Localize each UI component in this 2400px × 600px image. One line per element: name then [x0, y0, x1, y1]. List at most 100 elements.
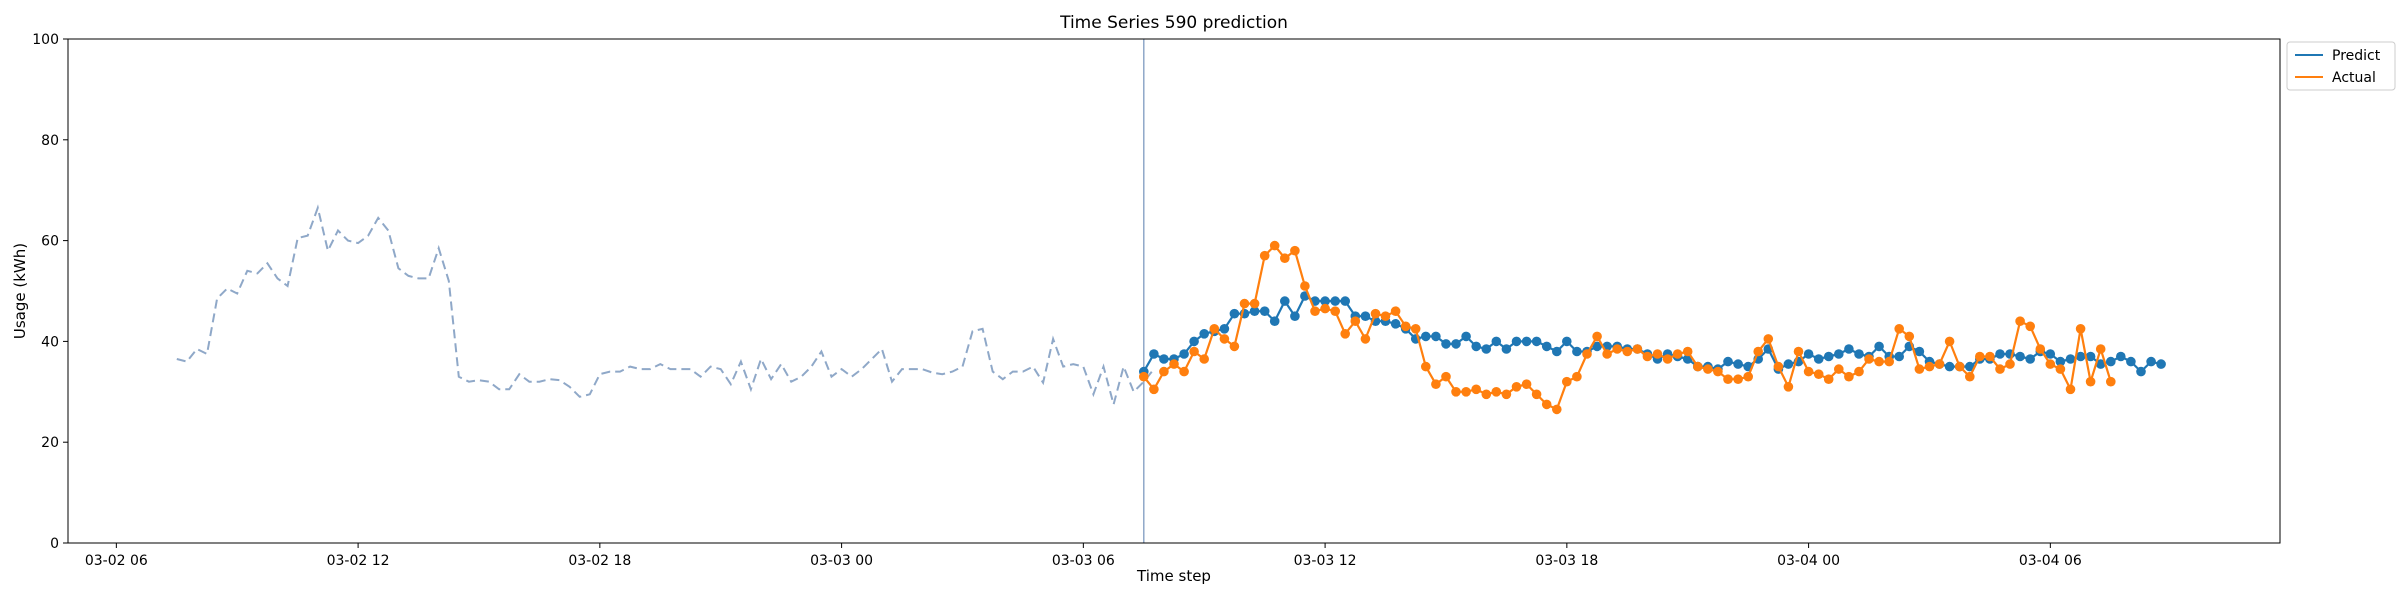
x-axis-label: Time step: [1136, 567, 1211, 585]
actual-point: [1531, 389, 1542, 400]
actual-point: [1541, 399, 1552, 410]
actual-point: [1914, 364, 1925, 374]
actual-point: [1280, 253, 1290, 263]
actual-point: [1874, 356, 1884, 367]
predict-point: [1803, 349, 1814, 359]
actual-point: [1773, 361, 1784, 372]
actual-point: [1854, 366, 1864, 377]
actual-point: [1864, 354, 1874, 364]
predict-point: [1451, 339, 1461, 349]
actual-point: [1985, 351, 1995, 362]
legend-actual-label: Actual: [2332, 70, 2376, 86]
actual-point: [2025, 321, 2035, 332]
actual-point: [1965, 371, 1975, 382]
predict-point: [2156, 359, 2166, 369]
actual-point: [1159, 366, 1169, 377]
actual-point: [1844, 371, 1854, 382]
actual-point: [1582, 349, 1592, 359]
actual-point: [1300, 281, 1310, 291]
predict-point: [2095, 359, 2106, 369]
predict-point: [1320, 296, 1330, 306]
x-tick-label: 03-03 18: [1535, 553, 1598, 569]
predict-point: [1592, 341, 1602, 352]
actual-point: [1813, 369, 1824, 380]
actual-point: [1823, 374, 1834, 385]
actual-point: [1783, 382, 1794, 392]
actual-point: [1390, 306, 1401, 317]
predict-point: [1259, 306, 1270, 317]
actual-point: [1884, 356, 1894, 367]
predict-point: [1834, 349, 1844, 359]
legend-predict-label: Predict: [2332, 48, 2381, 64]
actual-point: [1894, 324, 1904, 334]
actual-point: [1219, 334, 1230, 344]
actual-point: [1672, 349, 1683, 359]
actual-point: [1290, 245, 1300, 256]
predict-point: [1823, 351, 1834, 362]
actual-point: [1632, 344, 1643, 354]
predict-point: [1390, 319, 1401, 329]
predict-point: [1471, 341, 1481, 352]
y-axis: 0 20 40 60 80 100: [32, 32, 68, 552]
actual-point: [1451, 387, 1461, 397]
predict-point: [1330, 296, 1340, 306]
actual-point: [1934, 359, 1945, 369]
actual-point: [1682, 346, 1693, 357]
predict-point: [1531, 336, 1542, 347]
predict-point: [1572, 346, 1582, 357]
actual-point: [1834, 364, 1844, 374]
actual-point: [2005, 359, 2015, 369]
actual-point: [1511, 382, 1522, 392]
chart-title: Time Series 590 prediction: [1059, 13, 1288, 33]
actual-point: [1380, 311, 1391, 322]
actual-point: [1501, 389, 1512, 400]
actual-point: [1471, 384, 1481, 395]
actual-point: [1259, 250, 1270, 261]
x-tick-label: 03-02 12: [327, 553, 390, 569]
actual-point: [1703, 364, 1713, 374]
actual-point: [2055, 364, 2066, 374]
y-tick-label: 60: [41, 234, 59, 250]
x-tick-label: 03-03 00: [810, 553, 873, 569]
actual-point: [1491, 387, 1502, 397]
predict-point: [1874, 341, 1884, 352]
y-tick-label: 100: [32, 32, 59, 48]
predict-point: [1995, 349, 2005, 359]
actual-point: [2075, 324, 2086, 334]
x-axis: 03-02 06 03-02 12 03-02 18 03-03 00 03-03 06…: [85, 543, 2082, 569]
actual-point: [1622, 346, 1633, 357]
predict-point: [1552, 346, 1562, 357]
plot-frame: [67, 38, 2281, 544]
actual-point: [1139, 371, 1149, 382]
predict-point: [1199, 329, 1209, 339]
actual-point: [1602, 349, 1612, 359]
predict-point: [2085, 351, 2096, 362]
x-tick-label: 03-03 06: [1052, 553, 1115, 569]
actual-point: [1421, 361, 1431, 372]
actual-point: [1723, 374, 1733, 385]
actual-point: [1400, 321, 1411, 332]
actual-point: [1461, 387, 1471, 397]
predict-point: [1441, 339, 1451, 349]
actual-point: [2065, 384, 2076, 395]
y-axis-label: Usage (kWh): [11, 243, 29, 339]
actual-point: [2045, 359, 2056, 369]
actual-point: [1249, 298, 1260, 309]
actual-point: [1763, 334, 1774, 344]
predict-point: [1723, 356, 1733, 367]
predict-point: [2055, 356, 2066, 367]
predict-point: [1481, 344, 1492, 354]
actual-point: [1954, 361, 1965, 372]
actual-point: [1481, 389, 1492, 400]
actual-point: [1753, 346, 1763, 357]
predict-point: [1783, 359, 1794, 369]
predict-point: [1844, 344, 1854, 354]
x-tick-label: 03-04 06: [2019, 553, 2082, 569]
actual-point: [1693, 361, 1703, 372]
actual-point: [1340, 329, 1350, 339]
actual-point: [1713, 366, 1723, 377]
actual-point: [1743, 371, 1753, 382]
predict-point: [1219, 324, 1230, 334]
